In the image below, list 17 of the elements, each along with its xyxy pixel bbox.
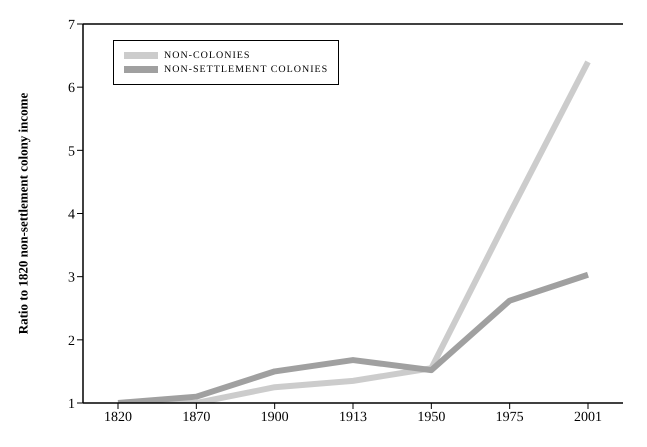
legend-label: NON-SETTLEMENT COLONIES <box>164 64 328 75</box>
y-axis-title: Ratio to 1820 non-settlement colony income <box>16 92 31 334</box>
y-tick-label: 6 <box>68 81 75 96</box>
y-tick-label: 7 <box>68 18 75 33</box>
x-tick-label: 1975 <box>496 410 524 425</box>
x-tick-label: 2001 <box>574 410 602 425</box>
legend-label: NON-COLONIES <box>164 50 250 61</box>
y-tick-label: 3 <box>68 270 75 286</box>
y-tick-label: 1 <box>68 396 75 412</box>
x-tick-label: 1820 <box>104 410 132 425</box>
y-tick-label: 2 <box>68 334 75 349</box>
x-tick-label: 1950 <box>417 410 446 425</box>
x-tick-label: 1900 <box>260 410 289 425</box>
x-tick-label: 1913 <box>339 410 367 425</box>
x-tick-label: 1870 <box>182 410 210 425</box>
y-tick-label: 4 <box>68 207 75 222</box>
y-tick-label: 5 <box>68 144 75 160</box>
